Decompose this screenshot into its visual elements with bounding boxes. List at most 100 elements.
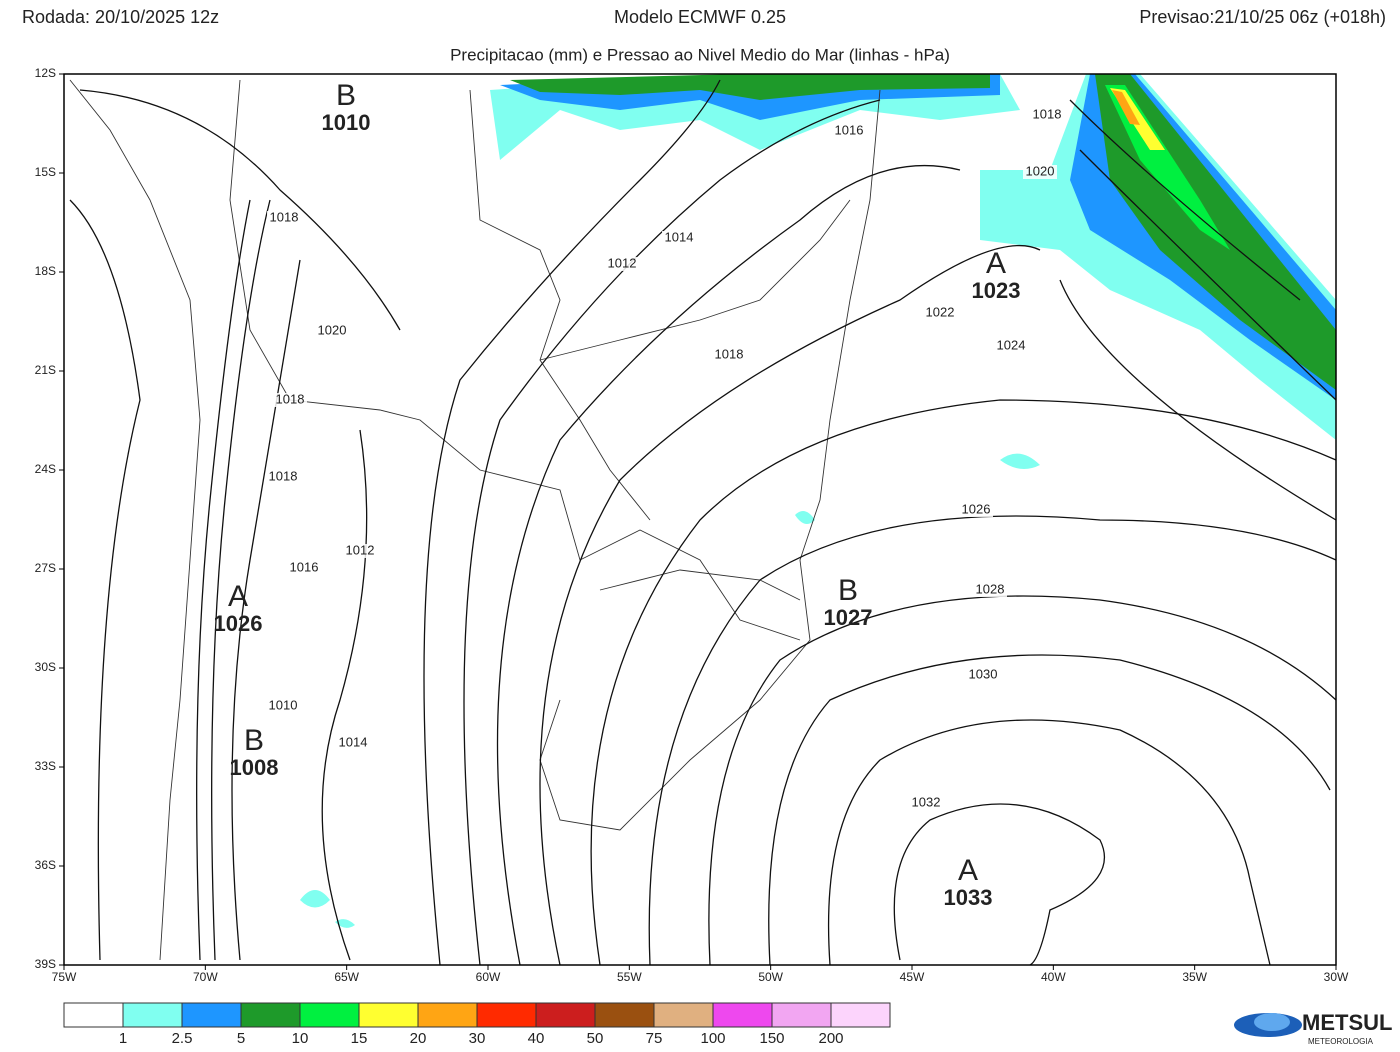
isobar-label-bg	[832, 124, 866, 138]
lat-label: 33S	[35, 759, 56, 773]
legend-label: 75	[646, 1030, 663, 1047]
isobar-label: 1016	[290, 559, 319, 574]
legend-swatch	[63, 1002, 124, 1028]
isobar-label-bg	[959, 503, 993, 517]
isobar-label: 1020	[318, 322, 347, 337]
forecast-label: Previsao:21/10/25 06z (+018h)	[1139, 7, 1386, 27]
isobar-label-bg	[923, 306, 957, 320]
legend-swatch	[594, 1002, 655, 1028]
isobar-label-bg	[994, 339, 1028, 353]
lat-label: 30S	[35, 660, 56, 674]
legend-swatch	[830, 1002, 891, 1028]
lat-label: 15S	[35, 165, 56, 179]
pressure-center-value: 1023	[972, 278, 1021, 303]
legend-swatch	[240, 1002, 301, 1028]
isobar-label: 1018	[1033, 106, 1062, 121]
isobar-label-bg	[1030, 108, 1064, 122]
isobar-label: 1022	[926, 304, 955, 319]
lat-label: 36S	[35, 858, 56, 872]
lon-label: 40W	[1041, 970, 1066, 984]
isobar-label-bg	[315, 324, 349, 338]
legend-label: 1	[119, 1030, 127, 1047]
legend-label: 15	[351, 1030, 368, 1047]
legend-label: 30	[469, 1030, 486, 1047]
pressure-center-symbol: A	[228, 580, 248, 613]
legend-swatch	[417, 1002, 478, 1028]
map-frame	[63, 73, 1337, 966]
isobar-label: 1014	[665, 229, 694, 244]
lon-label: 60W	[476, 970, 501, 984]
legend-swatch	[358, 1002, 419, 1028]
pressure-center-symbol: B	[838, 574, 858, 607]
legend-swatch	[771, 1002, 832, 1028]
isobar-label: 1012	[608, 255, 637, 270]
isobar-label: 1014	[339, 734, 368, 749]
isobar-label: 1032	[912, 794, 941, 809]
pressure-center-symbol: A	[958, 854, 978, 887]
pressure-center-value: 1010	[322, 110, 371, 135]
run-label: Rodada: 20/10/2025 12z	[22, 7, 219, 27]
isobar-label-bg	[343, 544, 377, 558]
logo-tagline: METEOROLOGIA	[1308, 1037, 1374, 1046]
lat-label: 27S	[35, 561, 56, 575]
isobar-label: 1030	[969, 666, 998, 681]
isobar-label: 1018	[270, 209, 299, 224]
logo-name: METSUL	[1302, 1010, 1392, 1035]
isobar-label-bg	[266, 699, 300, 713]
logo: METSUL METEOROLOGIA	[1234, 1010, 1392, 1046]
lon-label: 55W	[617, 970, 642, 984]
legend-label: 10	[292, 1030, 309, 1047]
lat-label: 12S	[35, 66, 56, 80]
isobar-label: 1018	[715, 346, 744, 361]
pressure-center-value: 1027	[824, 605, 873, 630]
lat-label: 39S	[35, 957, 56, 971]
pressure-center-symbol: A	[986, 247, 1006, 280]
legend-swatch	[712, 1002, 773, 1028]
pressure-center-value: 1008	[230, 755, 279, 780]
isobar-label: 1016	[835, 122, 864, 137]
legend-label: 40	[528, 1030, 545, 1047]
isobar-label-bg	[662, 231, 696, 245]
legend-swatch	[122, 1002, 183, 1028]
legend-label: 5	[237, 1030, 245, 1047]
isobar-label-bg	[273, 393, 307, 407]
lon-label: 75W	[52, 970, 77, 984]
isobar-label-bg	[287, 561, 321, 575]
pressure-center-value: 1026	[214, 611, 263, 636]
legend-swatch	[299, 1002, 360, 1028]
legend-swatch	[476, 1002, 537, 1028]
lon-label: 30W	[1324, 970, 1349, 984]
legend-swatch	[181, 1002, 242, 1028]
isobar-label-bg	[973, 583, 1007, 597]
lon-label: 70W	[193, 970, 218, 984]
isobar-label: 1028	[976, 581, 1005, 596]
pressure-center-value: 1033	[944, 885, 993, 910]
isobar-label: 1018	[269, 468, 298, 483]
legend-label: 20	[410, 1030, 427, 1047]
isobar-label-bg	[605, 257, 639, 271]
precipitation	[300, 74, 1336, 928]
model-label: Modelo ECMWF 0.25	[614, 7, 786, 27]
isobar-label-bg	[267, 211, 301, 225]
isobar-label-bg	[966, 668, 1000, 682]
isobar-label-bg	[909, 796, 943, 810]
pressure-center-symbol: B	[336, 79, 356, 112]
borders	[69, 79, 881, 961]
legend-swatch	[653, 1002, 714, 1028]
lat-label: 18S	[35, 264, 56, 278]
legend-label: 150	[759, 1030, 784, 1047]
isobar-label: 1024	[997, 337, 1026, 352]
lon-label: 35W	[1182, 970, 1207, 984]
lon-label: 65W	[334, 970, 359, 984]
isobar-label: 1026	[962, 501, 991, 516]
lon-label: 45W	[900, 970, 925, 984]
isobar-label: 1010	[269, 697, 298, 712]
isobar-label-bg	[336, 736, 370, 750]
isobar-label-bg	[266, 470, 300, 484]
lat-label: 24S	[35, 462, 56, 476]
isobars	[69, 79, 1337, 966]
isobar-label: 1020	[1026, 163, 1055, 178]
isobar-label: 1012	[346, 542, 375, 557]
legend-label: 2.5	[172, 1030, 193, 1047]
